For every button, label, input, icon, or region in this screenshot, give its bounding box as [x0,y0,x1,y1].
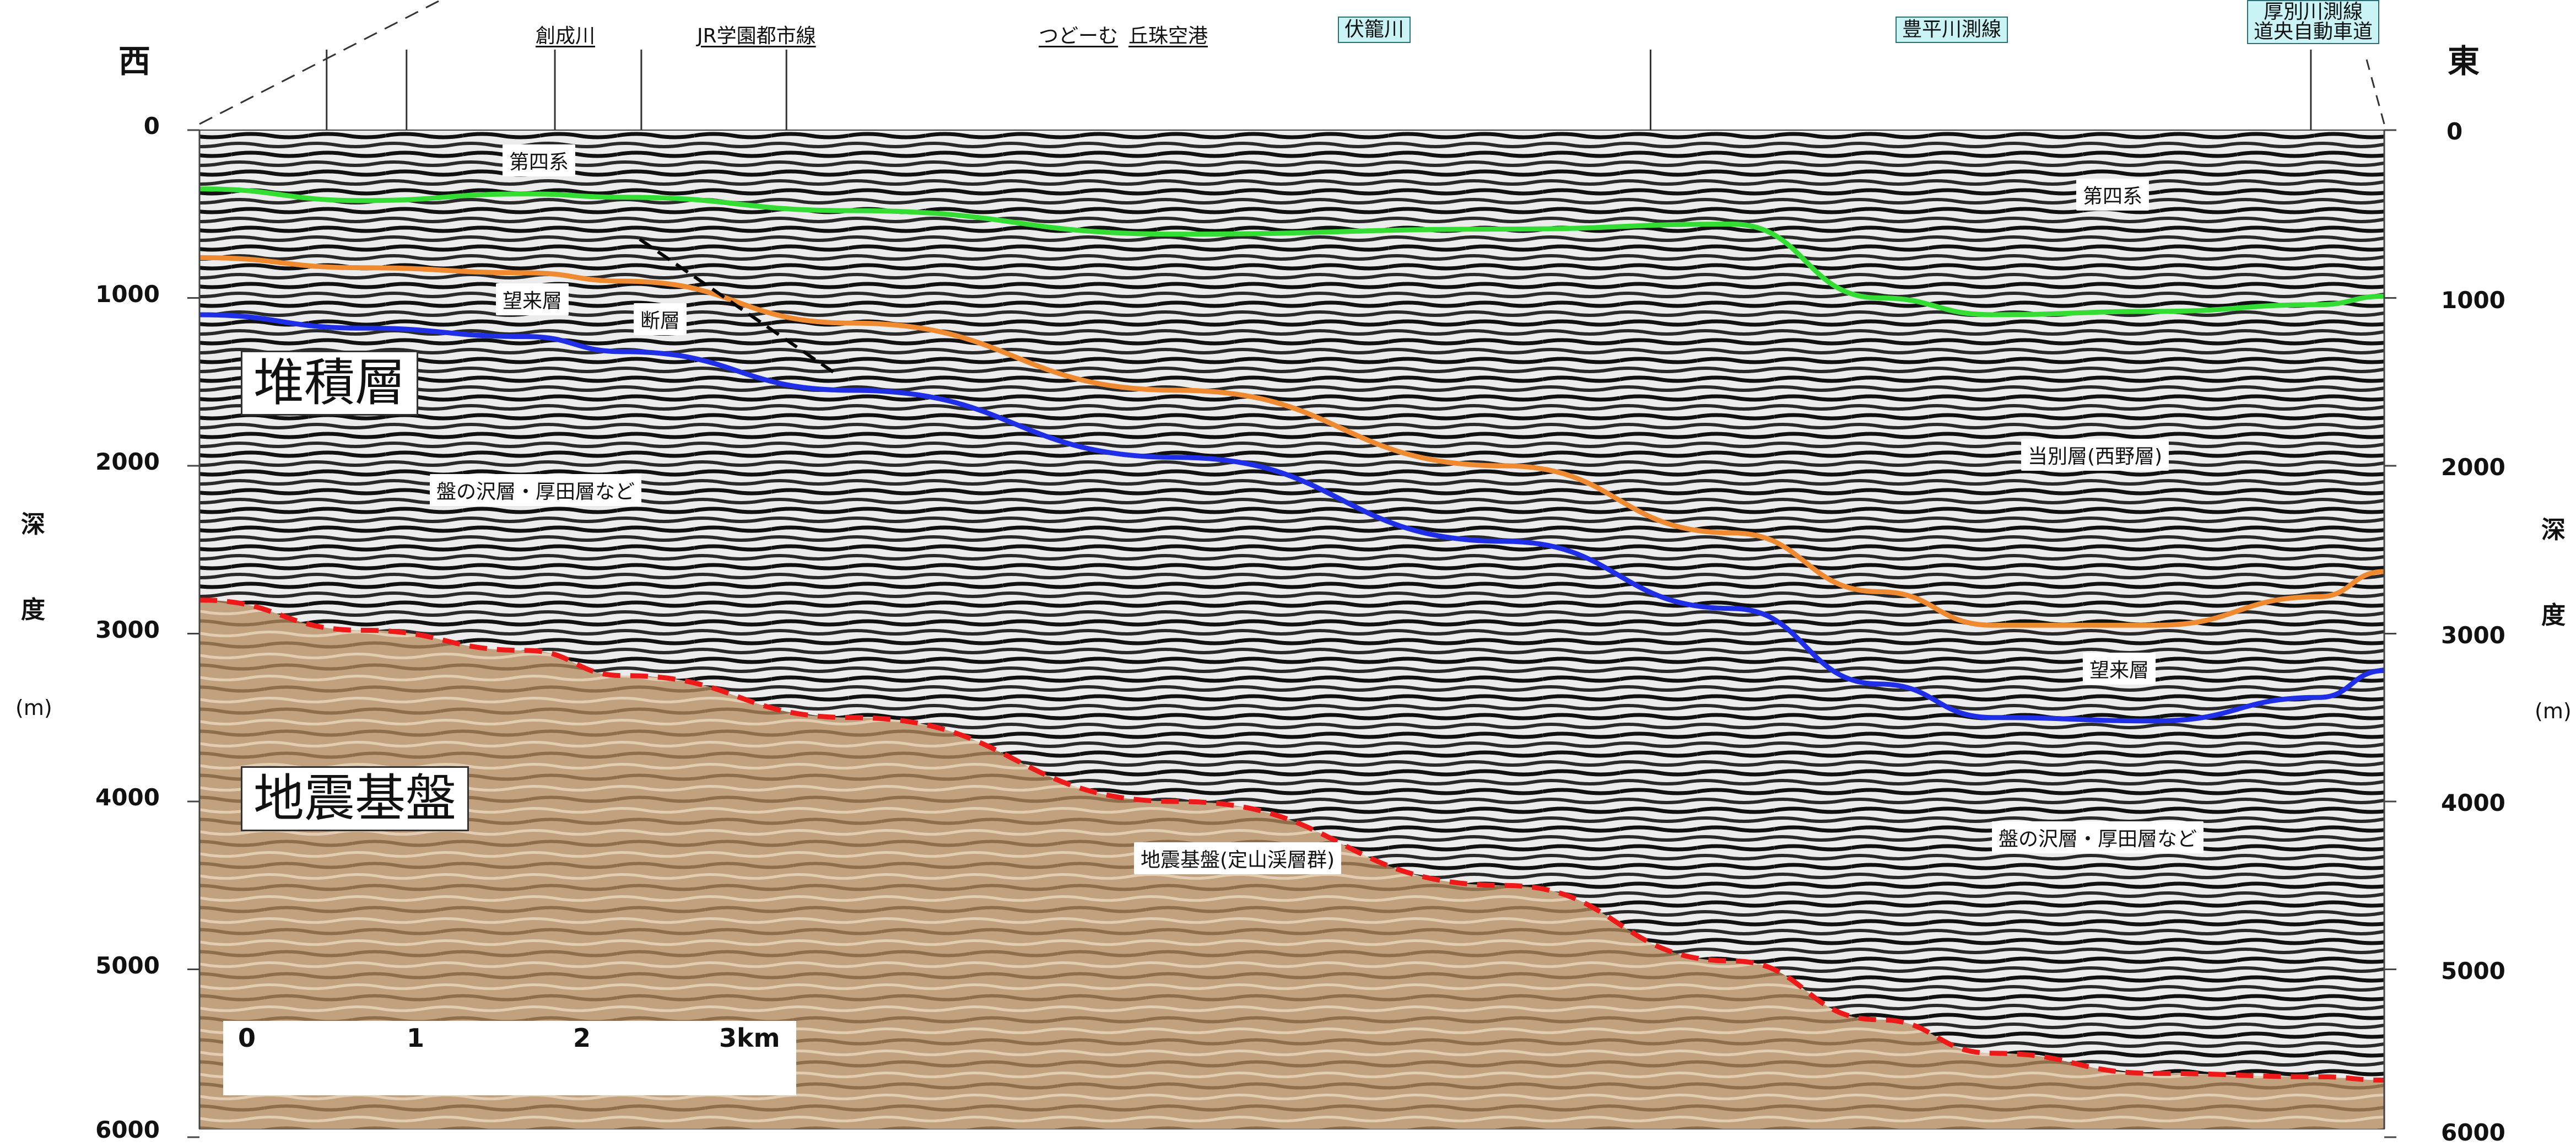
scale-label-0: 0 [238,1023,256,1053]
place-atsubetsu-line1: 厚別川測線 [2264,1,2363,23]
depth-label-right-2: 度 [2541,601,2566,630]
tick-right-1000: 1000 [2441,287,2505,314]
tick-right-4000: 4000 [2441,789,2505,816]
tick-right-5000: 5000 [2441,957,2505,984]
place-toyohira: 豊平川測線 [1895,17,2008,43]
basement-top-horizon [199,598,2384,1083]
quaternary-label-west: 第四系 [503,144,576,176]
tick-left-2000: 2000 [95,448,160,475]
tick-left-1000: 1000 [95,281,160,308]
place-jr: JR学園都市線 [697,25,816,47]
place-atsubetsu-line2: 道央自動車道 [2254,20,2373,43]
place-okadama: 丘珠空港 [1128,25,1208,47]
sediment-unit-label: 堆積層 [241,351,419,416]
tick-left-3000: 3000 [95,616,160,643]
depth-label-left-1: 深 [21,510,45,539]
place-atsubetsu: 厚別川測線 道央自動車道 [2247,0,2380,44]
depth-label-right-1: 深 [2541,516,2566,544]
banno-label-west: 盤の沢層・厚田層など [430,474,642,506]
tobetsu-label: 当別層(西野層) [2021,439,2169,471]
tick-right-6000: 6000 [2441,1119,2505,1146]
tick-left-5000: 5000 [95,952,160,979]
west-label: 西 [118,42,151,80]
depth-unit-right: (m) [2535,699,2572,723]
scale-bar [223,1021,796,1095]
scale-label-3km: 3km [719,1023,780,1053]
fault-label: 断層 [634,303,687,335]
perspective-line-east [2366,59,2385,125]
basement-detail-label: 地震基盤(定山渓層群) [1134,842,1342,874]
place-sousei: 創成川 [536,25,596,47]
scale-label-2: 2 [573,1023,591,1053]
east-label: 東 [2448,42,2480,80]
banno-label-east: 盤の沢層・厚田層など [1992,821,2204,853]
scale-label-1: 1 [407,1023,425,1053]
tick-right-3000: 3000 [2441,622,2505,649]
depth-label-left-2: 度 [21,596,45,624]
banno-top-horizon [199,312,2384,724]
fault-line [639,238,836,375]
place-tsudomu: つどーむ [1039,25,1119,47]
tick-left-6000: 6000 [95,1116,160,1143]
tick-left-4000: 4000 [95,784,160,811]
perspective-line-west [199,0,441,125]
bokurai-label-east: 望来層 [2083,653,2156,685]
quaternary-base-horizon [199,186,2384,318]
depth-unit-left: (m) [15,696,52,720]
bokurai-top-horizon [199,255,2384,628]
basement-unit-label: 地震基盤 [241,766,469,831]
bokurai-label-west: 望来層 [496,283,569,315]
quaternary-label-east: 第四系 [2076,179,2150,211]
tick-right-2000: 2000 [2441,454,2505,481]
tick-left-0: 0 [143,112,160,139]
tick-right-0: 0 [2447,118,2463,145]
place-fushiko: 伏籠川 [1338,17,1411,43]
